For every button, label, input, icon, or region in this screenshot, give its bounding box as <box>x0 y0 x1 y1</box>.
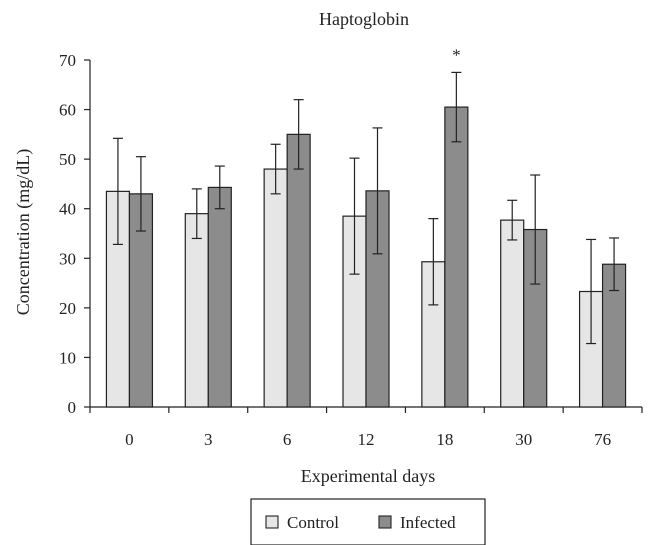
x-tick-label: 0 <box>125 430 134 449</box>
y-tick-label: 30 <box>59 249 76 268</box>
x-tick-label: 30 <box>515 430 532 449</box>
x-tick-label: 76 <box>594 430 611 449</box>
legend-label-infected: Infected <box>400 513 456 532</box>
legend: Control Infected <box>250 498 486 545</box>
y-tick-label: 20 <box>59 299 76 318</box>
y-tick-label: 60 <box>59 101 76 120</box>
legend-swatch-control <box>265 515 279 529</box>
bar-infected <box>286 133 311 408</box>
chart-title: Haptoglobin <box>319 9 409 29</box>
bar-control <box>184 213 209 408</box>
legend-swatch-infected <box>378 515 392 529</box>
x-tick-label: 6 <box>283 430 292 449</box>
x-tick-label: 12 <box>358 430 375 449</box>
x-tick-label: 18 <box>436 430 453 449</box>
y-tick-label: 40 <box>59 200 76 219</box>
legend-label-control: Control <box>287 513 339 532</box>
bar-control <box>263 168 288 408</box>
x-tick-label: 3 <box>204 430 213 449</box>
y-tick-label: 70 <box>59 51 76 70</box>
y-tick-label: 0 <box>68 398 77 417</box>
bar-control <box>500 219 525 408</box>
y-tick-label: 10 <box>59 348 76 367</box>
y-tick-label: 50 <box>59 150 76 169</box>
y-axis-title: Concentration (mg/dL) <box>13 149 34 315</box>
significance-marker: * <box>452 45 461 64</box>
x-axis-title: Experimental days <box>301 466 435 486</box>
bar-infected <box>444 106 469 408</box>
bar-infected <box>207 186 232 408</box>
plot-area: 0 10 20 30 40 50 60 70 0 3 6 12 18 30 76 * <box>59 45 643 449</box>
legend-box <box>250 498 486 545</box>
